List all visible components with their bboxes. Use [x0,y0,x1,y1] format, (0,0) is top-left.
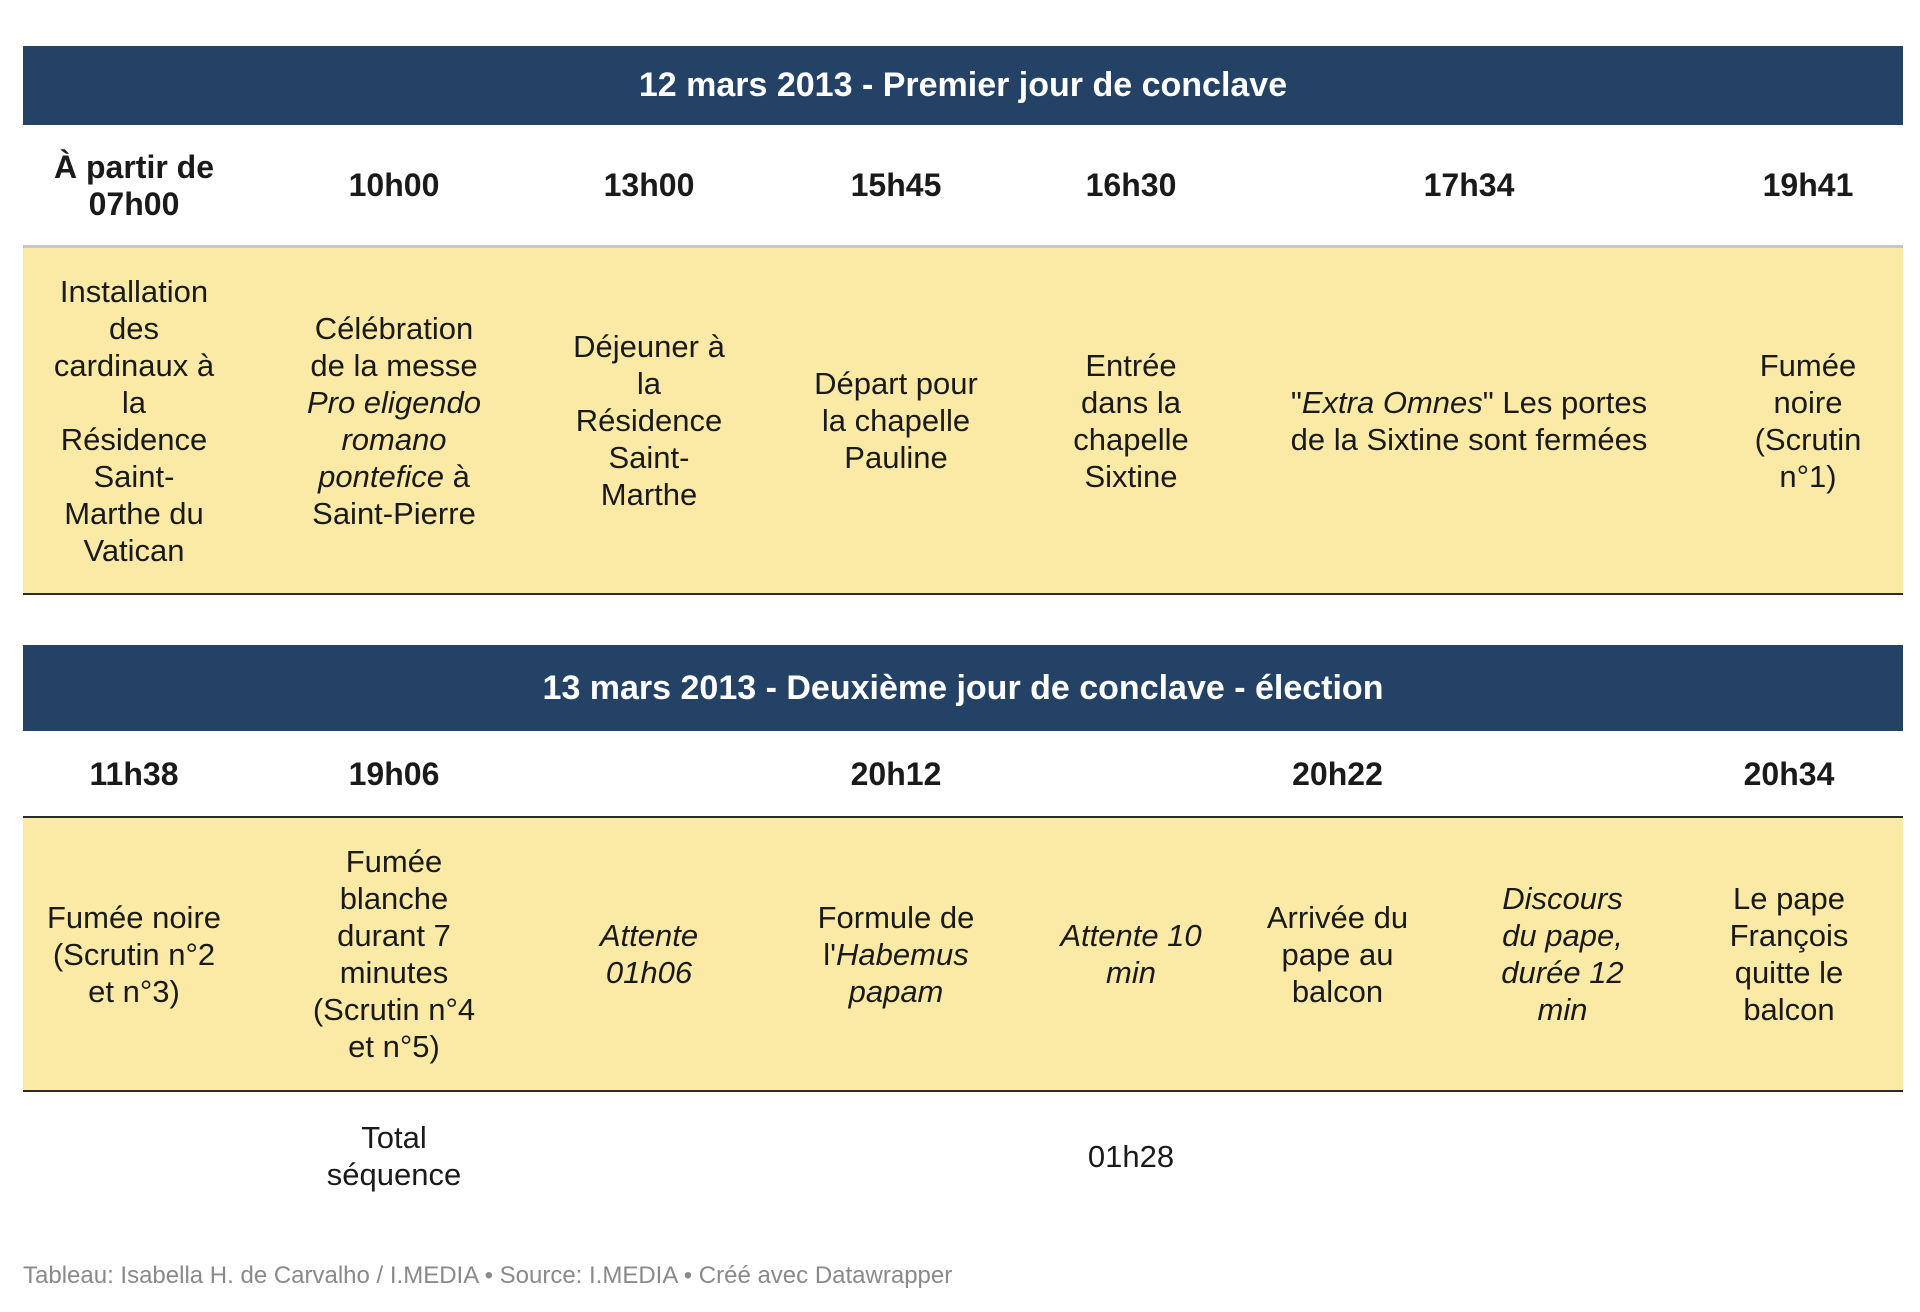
day1-time-cell: 19h41 [1762,167,1854,203]
day2-event-cell: Attente 01h06 [543,818,755,1090]
day2-time-cell: 20h34 [1743,755,1835,792]
day2-event-cell: Arrivée du pape au balcon [1225,818,1450,1090]
event-text: Départ pour la chapelle Pauline [814,366,978,475]
event-text: Entrée dans la chapelle Sixtine [1073,347,1189,494]
total-value: 01h28 [1087,1138,1175,1174]
event-text: Arrivée du pape au balcon [1266,899,1409,1009]
day2-time-cell: 20h12 [850,755,942,792]
day1-time-cell: 17h34 [1423,167,1515,203]
total-empty-cell [755,1092,1037,1220]
event-text: Discours du pape, durée 12 min [1501,881,1624,1027]
day1-event-row: Installation des cardinaux à la Résidenc… [23,248,1903,593]
day1-time-cell: 15h45 [850,167,942,203]
day2-event-cell: Discours du pape, durée 12 min [1450,818,1675,1090]
total-label: Total séquence [326,1120,462,1192]
day1-event-cell: Entrée dans la chapelle Sixtine [1037,248,1225,593]
day2-time-cell [1037,731,1225,817]
day1-time-cell: 10h00 [348,167,440,203]
day2-title: 13 mars 2013 - Deuxième jour de conclave… [542,668,1384,707]
day1-event-cell: Déjeuner à la Résidence Saint- Marthe [543,248,755,593]
source-credit: Tableau: Isabella H. de Carvalho / I.MED… [23,1262,953,1289]
day2-event-cell: Formule de l'Habemus papam [755,818,1037,1090]
day1-event-cell: Départ pour la chapelle Pauline [755,248,1037,593]
day2-event-cell: Le pape François quitte le balcon [1675,818,1903,1090]
day2-time-cell: 20h22 [1292,755,1383,792]
event-text: Fumée blanche durant 7 minutes (Scrutin … [312,844,476,1064]
day2-event-cell: Fumée blanche durant 7 minutes (Scrutin … [245,818,543,1090]
day1-time-cell: À partir de 07h00 [53,148,215,222]
day1-title: 12 mars 2013 - Premier jour de conclave [638,66,1288,104]
day1-event-cell: "Extra Omnes" Les portes de la Sixtine s… [1225,248,1713,593]
day1-header: 12 mars 2013 - Premier jour de conclave [23,46,1903,125]
day2-time-cell: 19h06 [348,755,440,792]
event-text: Fumée noire (Scrutin n°2 et n°3) [46,899,222,1009]
divider [23,816,1903,818]
event-text: Formule de l'Habemus papam [817,899,975,1009]
day2-header: 13 mars 2013 - Deuxième jour de conclave… [23,645,1903,731]
day1-event-cell: Fumée noire (Scrutin n°1) [1713,248,1903,593]
day2-time-cell [1450,731,1675,817]
day1-time-cell: 16h30 [1085,167,1177,203]
day2-time-cell: 11h38 [89,755,179,792]
day2-event-cell: Fumée noire (Scrutin n°2 et n°3) [23,818,245,1090]
day1-event-cell: Célébration de la messe Pro eligendo rom… [245,248,543,593]
day1-time-cell: 13h00 [603,167,695,203]
event-text: Le pape François quitte le balcon [1729,881,1849,1027]
day2-time-cell [543,731,755,817]
day2-event-row: Fumée noire (Scrutin n°2 et n°3) Fumée b… [23,818,1903,1090]
event-text: Célébration de la messe Pro eligendo rom… [306,310,482,531]
day1-time-row: À partir de 07h00 10h00 13h00 15h45 16h3… [23,125,1903,246]
divider [23,1090,1903,1092]
event-text: Attente 10 min [1060,918,1202,990]
event-text: Déjeuner à la Résidence Saint- Marthe [573,329,725,512]
event-text: Fumée noire (Scrutin n°1) [1754,347,1862,494]
divider [23,593,1903,595]
day2-time-row: 11h38 19h06 20h12 20h22 20h34 [23,731,1903,817]
total-empty-cell [543,1092,755,1220]
event-text: Installation des cardinaux à la Résidenc… [53,273,215,568]
event-text: "Extra Omnes" Les portes de la Sixtine s… [1290,384,1648,457]
day1-event-cell: Installation des cardinaux à la Résidenc… [23,248,245,593]
day2-event-cell: Attente 10 min [1037,818,1225,1090]
total-row: Total séquence 01h28 [23,1092,1903,1220]
total-empty-cell [23,1092,245,1220]
event-text: Attente 01h06 [599,918,699,990]
divider [23,245,1903,248]
